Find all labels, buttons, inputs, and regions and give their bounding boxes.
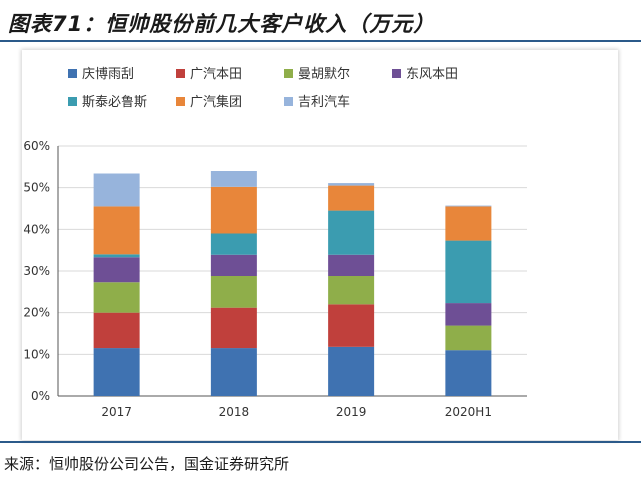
legend-swatch-7 — [284, 97, 293, 106]
y-tick-label-40: 40% — [23, 222, 50, 236]
bar-2018-吉利汽车 — [210, 171, 257, 187]
y-tick-label-10: 10% — [23, 347, 50, 361]
bar-2020H1-曼胡默尔 — [445, 325, 492, 351]
bar-2020H1-东风本田 — [445, 303, 492, 326]
bar-2020H1-吉利汽车 — [445, 205, 492, 207]
legend-swatch-3 — [284, 69, 293, 78]
bar-2019-东风本田 — [328, 254, 375, 276]
legend-label-3: 曼胡默尔 — [298, 66, 350, 82]
bar-2018-广汽集团 — [210, 186, 257, 234]
source-note: 来源：恒帅股份公司公告，国金证券研究所 — [4, 455, 290, 473]
y-tick-label-60: 60% — [23, 139, 50, 153]
bar-2019-广汽集团 — [328, 185, 375, 211]
bar-2019-斯泰必鲁斯 — [328, 210, 375, 255]
bar-2020H1-斯泰必鲁斯 — [445, 240, 492, 304]
bar-2019-曼胡默尔 — [328, 276, 375, 305]
bar-2018-庆博雨刮 — [210, 348, 257, 396]
bar-2017-庆博雨刮 — [93, 348, 140, 396]
legend-swatch-4 — [392, 69, 401, 78]
bar-2018-广汽本田 — [210, 307, 257, 349]
bar-2019-吉利汽车 — [328, 183, 375, 186]
bar-2019-广汽本田 — [328, 304, 375, 347]
legend-label-5: 斯泰必鲁斯 — [82, 95, 147, 110]
bar-2017-曼胡默尔 — [93, 282, 140, 313]
bar-2019-庆博雨刮 — [328, 346, 375, 396]
y-tick-label-0: 0% — [31, 389, 50, 403]
bar-2018-斯泰必鲁斯 — [210, 233, 257, 255]
bar-2018-曼胡默尔 — [210, 276, 257, 308]
legend-swatch-5 — [68, 97, 77, 106]
bar-2017-东风本田 — [93, 257, 140, 283]
x-tick-label-2019: 2019 — [336, 405, 367, 419]
legend-label-2: 广汽本田 — [190, 67, 242, 82]
y-tick-label-50: 50% — [23, 181, 50, 195]
legend-label-7: 吉利汽车 — [298, 94, 350, 110]
bar-2018-东风本田 — [210, 254, 257, 276]
bar-2020H1-庆博雨刮 — [445, 350, 492, 396]
legend-label-4: 东风本田 — [406, 67, 458, 82]
bar-2017-广汽集团 — [93, 206, 140, 255]
x-tick-label-2018: 2018 — [219, 405, 250, 419]
bar-2017-广汽本田 — [93, 312, 140, 349]
legend-label-1: 庆博雨刮 — [82, 67, 134, 82]
legend-swatch-6 — [176, 97, 185, 106]
page-title: 图表71：恒帅股份前几大客户收入（万元） — [8, 12, 436, 36]
x-tick-label-2017: 2017 — [101, 405, 132, 419]
footer: 来源：恒帅股份公司公告，国金证券研究所 — [0, 441, 641, 488]
y-tick-label-30: 30% — [23, 264, 50, 278]
bar-2020H1-广汽集团 — [445, 206, 492, 241]
title-bar: 图表71：恒帅股份前几大客户收入（万元） — [0, 0, 641, 42]
bar-2017-吉利汽车 — [93, 173, 140, 207]
legend-swatch-2 — [176, 69, 185, 78]
legend-swatch-1 — [68, 69, 77, 78]
chart-panel: 庆博雨刮 广汽本田 曼胡默尔 东风本田斯泰必鲁斯 广汽集团 吉利汽车 0% 10% 20% 30%… — [22, 50, 618, 440]
bar-2017-斯泰必鲁斯 — [93, 254, 140, 258]
legend-label-6: 广汽集团 — [190, 94, 242, 110]
y-tick-label-20: 20% — [23, 306, 50, 320]
x-tick-label-2020H1: 2020H1 — [445, 405, 492, 419]
